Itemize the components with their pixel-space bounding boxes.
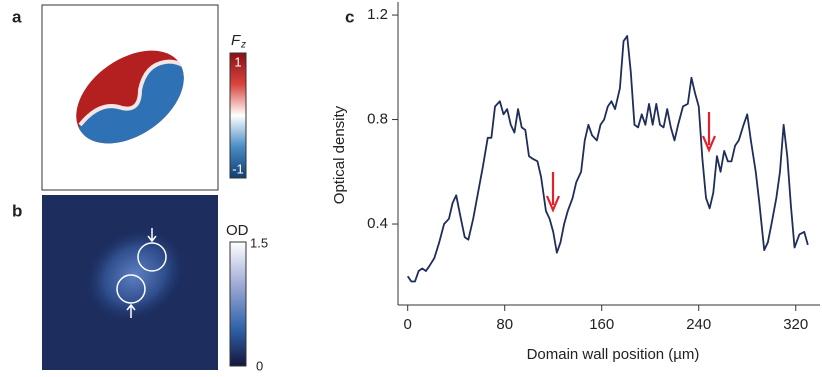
x-tick-label: 80 (496, 316, 513, 333)
colorbar-label: F (231, 32, 241, 49)
y-tick-label: 1.2 (367, 6, 388, 23)
circle-marker (137, 242, 167, 272)
panel-label: a (12, 7, 22, 26)
colorbar (229, 52, 247, 179)
circle-marker (116, 274, 146, 304)
x-axis-label: Domain wall position (µm) (527, 346, 700, 363)
y-axis-label: Optical density (331, 105, 348, 204)
arrow (126, 303, 136, 318)
data-line (406, 35, 809, 283)
panel-label: b (12, 201, 22, 220)
annotation-arrow (545, 172, 561, 213)
y-tick-label: 0.8 (367, 111, 388, 128)
colorbar-label-sub: z (240, 40, 246, 51)
colorbar-max: 1.5 (250, 235, 268, 250)
x-tick-label: 320 (783, 316, 808, 333)
colorbar (229, 241, 247, 367)
colorbar-min: 0 (256, 358, 263, 373)
panel-label: c (345, 7, 354, 26)
colorbar-min: -1 (232, 161, 244, 176)
colorbar-max: 1 (234, 54, 241, 69)
x-tick-label: 240 (686, 316, 711, 333)
colorbar-label: OD (226, 222, 249, 239)
annotation-arrow (701, 112, 717, 153)
x-tick-label: 160 (589, 316, 614, 333)
y-tick-label: 0.4 (367, 215, 388, 232)
arrow (147, 228, 157, 243)
x-tick-label: 0 (404, 316, 412, 333)
